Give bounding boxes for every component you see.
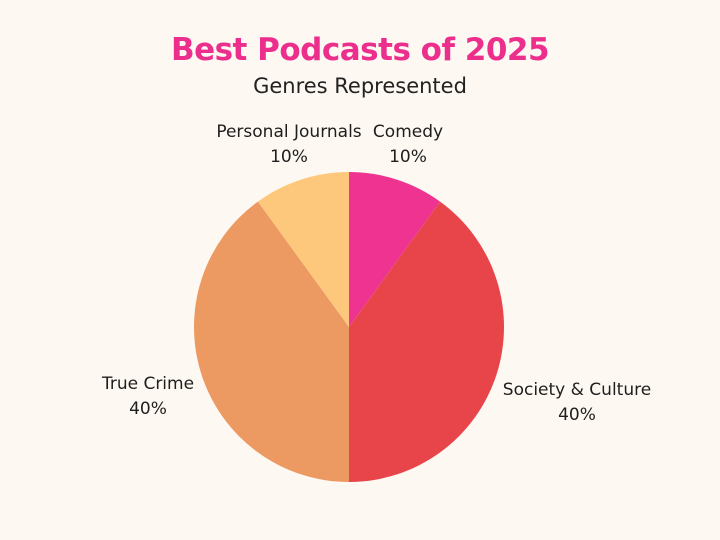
pie-slice-society-and-culture [349, 201, 504, 483]
slice-label-comedy: Comedy [373, 122, 443, 142]
slice-value-label-comedy: 10% [389, 147, 427, 167]
slice-label-true-crime: True Crime [101, 374, 194, 394]
slice-value-label-true-crime: 40% [129, 399, 167, 419]
slice-value-label-personal-journals: 10% [270, 147, 308, 167]
pie-slice-comedy [349, 172, 441, 327]
slice-label-society-and-culture: Society & Culture [503, 380, 651, 400]
chart-subtitle: Genres Represented [253, 74, 467, 98]
chart-title: Best Podcasts of 2025 [170, 32, 550, 68]
pie-slice-true-crime [194, 201, 349, 483]
slice-value-label-society-and-culture: 40% [558, 405, 596, 425]
slice-label-personal-journals: Personal Journals [216, 122, 361, 142]
pie-slice-personal-journals [257, 172, 349, 327]
